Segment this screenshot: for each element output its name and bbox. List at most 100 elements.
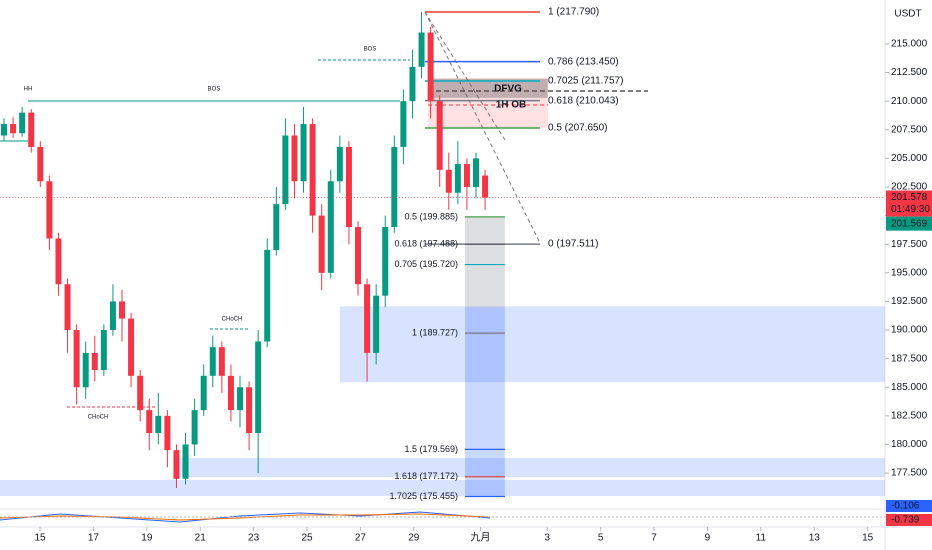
candle-body: [246, 387, 253, 434]
x-tick-label: 11: [756, 533, 767, 544]
indicator-badge: [886, 514, 932, 526]
y-tick-label: 180.000: [891, 439, 928, 450]
annotation: BOS: [364, 47, 377, 53]
y-tick-label: 177.500: [891, 468, 928, 479]
y-tick-label: 195.000: [891, 267, 928, 278]
fib-label: 1 (189.727): [412, 328, 458, 338]
candle-body: [454, 164, 461, 193]
candle-body: [73, 330, 80, 388]
candle-body: [55, 238, 62, 285]
candle-body: [137, 375, 144, 411]
last-price-badge: [886, 190, 932, 217]
candle-body: [218, 347, 225, 376]
candle-body: [64, 284, 71, 331]
fib-label: 0.786 (213.450): [548, 56, 619, 67]
y-tick-label: 197.500: [891, 239, 928, 250]
zone: [465, 307, 505, 496]
fib-label: 1.7025 (175.455): [389, 491, 458, 501]
candle-body: [227, 375, 234, 411]
x-tick-label: 29: [408, 533, 420, 544]
candle-body: [82, 352, 89, 388]
signal-line: [0, 513, 491, 521]
candle-body: [91, 352, 98, 371]
candle-body: [409, 66, 416, 102]
fib-label: 1.5 (179.569): [404, 444, 458, 454]
candle-body: [109, 301, 116, 331]
last-price-label: 201.578: [891, 192, 928, 203]
annotation: HH: [24, 87, 33, 93]
macd-line: [0, 511, 491, 523]
annotation: CHoCH: [88, 415, 109, 421]
candle-body: [128, 318, 135, 376]
countdown: 01:49:30: [891, 204, 930, 215]
candle-body: [391, 146, 398, 228]
zone: [465, 216, 505, 308]
candle-body: [382, 227, 389, 296]
x-tick-label: 19: [141, 533, 153, 544]
annotation: DFVG: [494, 84, 522, 95]
candle-body: [19, 112, 26, 134]
candle-body: [255, 341, 262, 434]
candle-body: [10, 124, 17, 134]
x-tick-label: 17: [88, 533, 100, 544]
candle-body: [463, 164, 470, 187]
annotation: BOS: [208, 87, 221, 93]
candle-body: [273, 204, 280, 250]
candle-body: [318, 215, 325, 273]
x-tick-label: 23: [248, 533, 260, 544]
macd-pane: [0, 511, 885, 523]
indicator-label: -0.739: [891, 515, 920, 526]
fib-label: 0.618 (197.488): [394, 239, 458, 249]
fib-label: 0.5 (207.650): [548, 123, 608, 134]
candle-body: [46, 181, 53, 239]
fib-label: 0 (197.511): [548, 239, 598, 250]
annotation: CHoCH: [222, 317, 243, 323]
fib-label: 0.5 (199.885): [404, 211, 458, 221]
y-tick-label: 187.500: [891, 353, 928, 364]
candle-body: [100, 330, 107, 371]
currency-label: USDT: [894, 9, 921, 20]
zone: [339, 306, 885, 383]
y-tick-label: 205.000: [891, 153, 928, 164]
candle-body: [345, 146, 352, 228]
candle-body: [364, 284, 371, 353]
x-tick-label: 九月: [471, 532, 491, 544]
zone: [427, 77, 548, 128]
y-tick-label: 190.000: [891, 325, 928, 336]
x-tick-label: 21: [195, 533, 207, 544]
candle-body: [164, 415, 171, 451]
x-tick-label: 15: [34, 533, 46, 544]
bid-price-badge: [886, 216, 932, 231]
candle-body: [427, 32, 434, 102]
indicator-label: -0.106: [891, 501, 920, 512]
candle-body: [182, 444, 189, 479]
candle-body: [37, 146, 44, 182]
candle-body: [28, 112, 35, 147]
candle-body: [400, 101, 407, 147]
fib-label: 0.705 (195.720): [394, 259, 458, 269]
x-tick-label: 13: [809, 533, 821, 544]
zone: [427, 78, 548, 98]
candle-body: [282, 135, 289, 205]
candle-body: [300, 124, 307, 182]
y-tick-label: 192.500: [891, 296, 928, 307]
y-tick-label: 207.500: [891, 124, 928, 135]
candle-body: [473, 158, 480, 187]
candle-body: [119, 301, 126, 319]
candle-body: [291, 135, 298, 182]
candle-body: [209, 347, 216, 376]
candle-body: [482, 175, 489, 198]
candle-body: [264, 249, 271, 342]
x-tick-label: 5: [598, 533, 604, 544]
candle-body: [1, 124, 8, 136]
indicator-badge: [886, 500, 932, 512]
bid-price-label: 201.569: [891, 218, 928, 229]
fib-label: 0.7025 (211.757): [548, 76, 623, 87]
y-tick-label: 202.500: [891, 182, 928, 193]
zone: [0, 480, 885, 496]
x-tick-label: 25: [301, 533, 313, 544]
fib-label: 0.618 (210.043): [548, 95, 619, 106]
x-tick-label: 27: [355, 533, 367, 544]
